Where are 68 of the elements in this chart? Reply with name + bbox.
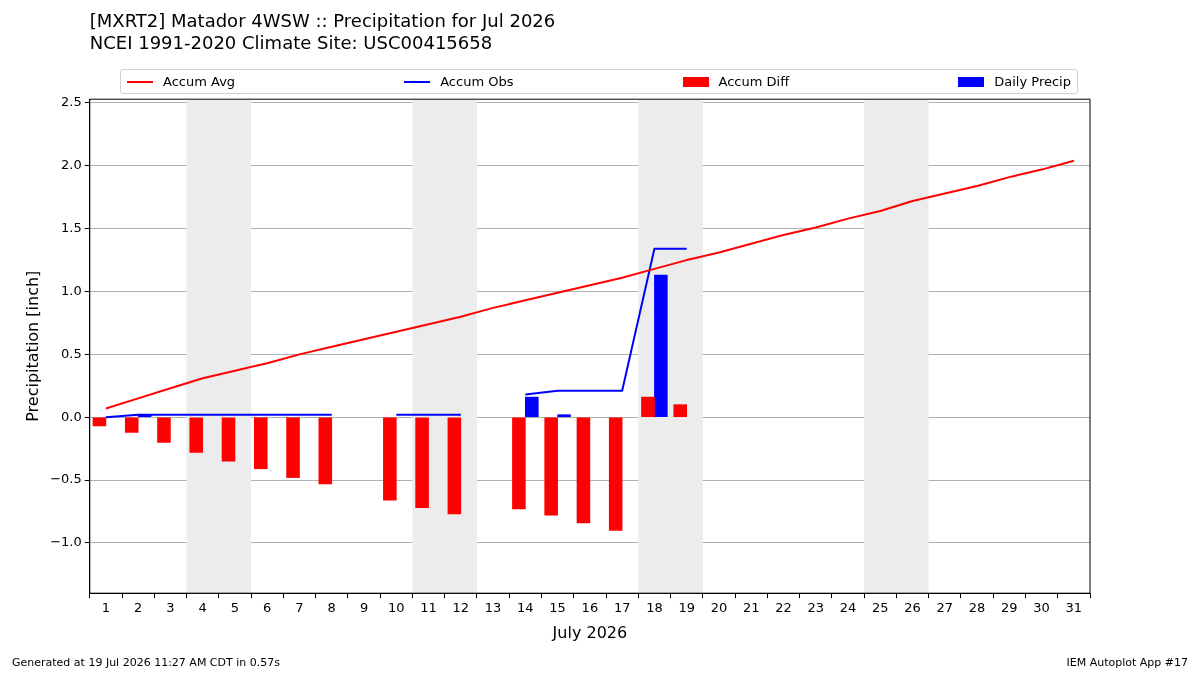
bar <box>157 417 171 443</box>
x-tick-label: 21 <box>742 600 760 616</box>
x-tick-label: 9 <box>359 600 369 616</box>
x-tick-label: 22 <box>775 600 792 616</box>
x-tick-label: 12 <box>452 600 470 616</box>
bar <box>447 417 462 515</box>
x-tick-label: 24 <box>839 600 857 616</box>
bar <box>253 417 268 470</box>
y-tick-label: 1.0 <box>61 282 82 298</box>
y-tick-label: 2.0 <box>61 157 82 173</box>
x-axis-title: July 2026 <box>551 622 628 642</box>
x-tick-label: 19 <box>678 600 695 616</box>
x-tick-label: 3 <box>166 600 175 616</box>
bar <box>286 417 300 478</box>
x-tick-label: 31 <box>1065 600 1083 616</box>
y-tick-label: −1.0 <box>50 534 82 550</box>
legend-label: Accum Avg <box>163 74 236 89</box>
legend-label: Accum Diff <box>718 74 790 89</box>
bar <box>189 417 204 453</box>
y-tick-label: 2.5 <box>61 94 82 110</box>
text: NCEI 1991-2020 Climate Site: USC00415658 <box>89 32 493 54</box>
legend-label: Accum Obs <box>440 74 514 89</box>
bar <box>92 417 107 427</box>
x-tick-label: 5 <box>230 600 240 616</box>
bar <box>318 417 333 485</box>
x-tick-label: 6 <box>263 600 272 616</box>
y-axis-title: Precipitation [inch] <box>22 270 42 422</box>
x-tick-label: 18 <box>646 600 663 616</box>
bar <box>608 417 623 531</box>
x-tick-label: 14 <box>517 600 534 616</box>
x-tick-label: 26 <box>904 600 921 616</box>
x-tick-label: 10 <box>388 600 405 616</box>
bar <box>557 414 571 418</box>
x-tick-label: 13 <box>484 600 502 616</box>
x-tick-label: 7 <box>295 600 304 616</box>
x-tick-label: 23 <box>807 600 825 616</box>
x-tick-label: 17 <box>613 600 631 616</box>
x-tick-label: 4 <box>198 600 207 616</box>
y-tick-label: 0.5 <box>61 345 82 361</box>
y-tick-label: 1.5 <box>61 220 82 236</box>
x-tick-label: 15 <box>549 600 566 616</box>
y-tick-label: −0.5 <box>50 471 82 487</box>
x-tick-label: 11 <box>420 600 437 616</box>
bar <box>124 417 139 433</box>
x-tick-label: 27 <box>936 600 954 616</box>
text: [MXRT2] Matador 4WSW :: Precipitation for Jul 2026 <box>89 10 556 32</box>
bar <box>641 396 655 418</box>
bar <box>221 417 236 462</box>
x-tick-label: 8 <box>327 600 336 616</box>
bar <box>512 417 526 510</box>
x-tick-label: 20 <box>710 600 728 616</box>
bar <box>544 417 558 516</box>
x-tick-label: 1 <box>101 600 111 616</box>
y-tick-label: 0.0 <box>61 408 82 424</box>
bar <box>576 417 591 524</box>
text: IEM Autoplot App #17 <box>1066 656 1188 669</box>
x-tick-label: 25 <box>872 600 889 616</box>
text: Generated at 19 Jul 2026 11:27 AM CDT in 0.57s <box>12 656 280 669</box>
bar <box>673 404 688 418</box>
bar <box>383 417 397 501</box>
legend-label: Daily Precip <box>994 74 1071 89</box>
x-tick-label: 16 <box>581 600 599 616</box>
bar <box>415 417 429 509</box>
x-tick-label: 30 <box>1033 600 1050 616</box>
x-tick-label: 28 <box>968 600 986 616</box>
x-tick-label: 29 <box>1001 600 1018 616</box>
x-tick-label: 2 <box>134 600 143 616</box>
bar <box>654 274 668 418</box>
